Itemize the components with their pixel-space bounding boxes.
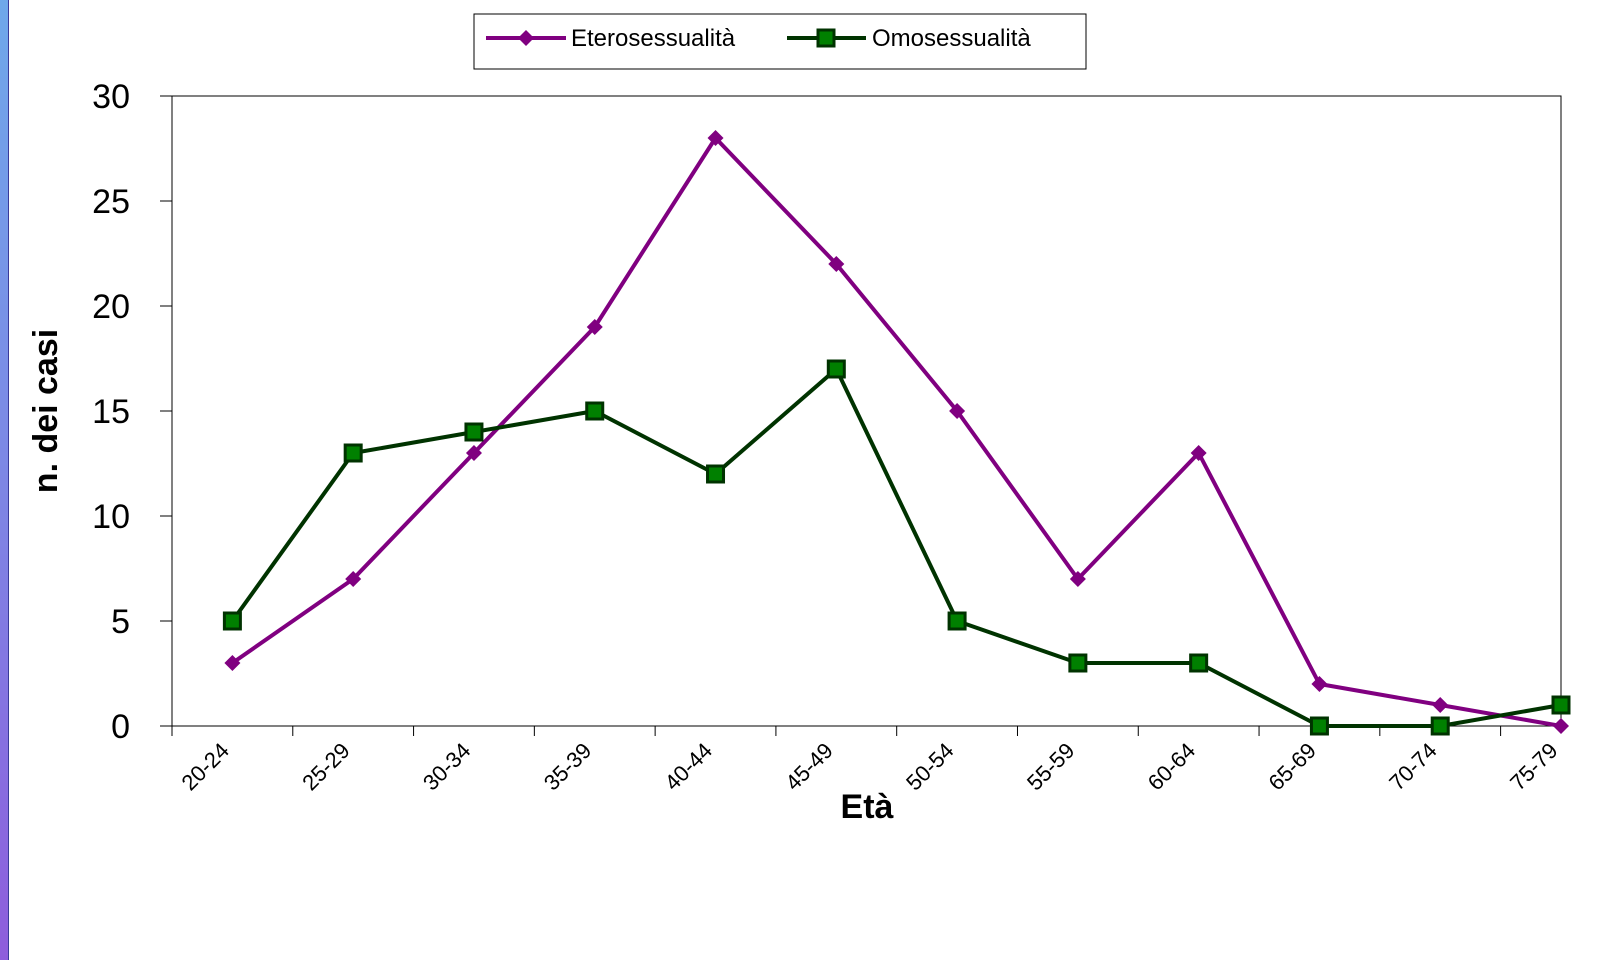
- series-layer: [222, 130, 1571, 736]
- data-point-omosessualita: [1189, 653, 1209, 673]
- data-point-eterosessualita: [224, 655, 241, 671]
- legend-label-omosessualita: Omosessualità: [872, 25, 1031, 52]
- y-axis-title: n. dei casi: [27, 329, 65, 493]
- legend-label-eterosessualita: Eterosessualità: [571, 25, 736, 52]
- data-point-eterosessualita: [1069, 571, 1086, 587]
- data-point-eterosessualita: [465, 445, 482, 461]
- x-axis: 20-24 25-29 30-34 35-39 40-44 45-49 50-54 55-59…: [171, 726, 1563, 795]
- x-tick-label: 25-29: [297, 738, 354, 795]
- x-tick-label: 70-74: [1384, 738, 1441, 795]
- y-tick-label: 0: [111, 708, 130, 746]
- series-line-eterosessualita: [231, 136, 1562, 728]
- x-tick-label: 30-34: [418, 738, 475, 795]
- x-tick-label: 65-69: [1263, 738, 1320, 795]
- data-point-omosessualita: [1430, 716, 1450, 736]
- x-axis-title: Età: [841, 788, 894, 826]
- legend: Eterosessualità Omosessualità: [473, 13, 1087, 70]
- plot-area: [171, 95, 1562, 727]
- x-tick-label: 60-64: [1143, 738, 1200, 795]
- x-tick-label: 40-44: [660, 738, 717, 795]
- data-point-eterosessualita: [1553, 718, 1569, 734]
- data-point-eterosessualita: [586, 319, 603, 335]
- legend-item-eterosessualita: Eterosessualità: [486, 25, 736, 52]
- data-point-omosessualita: [1309, 716, 1329, 736]
- data-point-eterosessualita: [1190, 445, 1207, 461]
- series-eterosessualita: [224, 130, 1569, 734]
- series-omosessualita: [222, 359, 1571, 736]
- data-point-eterosessualita: [1432, 697, 1449, 713]
- data-point-omosessualita: [585, 401, 605, 421]
- data-point-omosessualita: [1551, 695, 1571, 715]
- y-tick-label: 10: [92, 498, 130, 536]
- data-point-omosessualita: [947, 611, 967, 631]
- data-point-eterosessualita: [345, 571, 362, 587]
- y-tick-label: 25: [92, 183, 130, 221]
- x-tick-label: 45-49: [780, 738, 837, 795]
- data-point-omosessualita: [222, 611, 242, 631]
- y-tick-label: 15: [92, 393, 130, 431]
- legend-marker-diamond: [518, 30, 534, 46]
- data-point-eterosessualita: [1311, 676, 1328, 692]
- data-point-eterosessualita: [949, 403, 966, 419]
- data-point-omosessualita: [464, 422, 484, 442]
- x-tick-label: 75-79: [1505, 738, 1562, 795]
- series-line-omosessualita: [230, 367, 1562, 728]
- data-point-eterosessualita: [707, 130, 724, 146]
- y-tick-label: 5: [111, 603, 130, 641]
- y-tick-label: 20: [92, 288, 130, 326]
- data-point-omosessualita: [706, 464, 726, 484]
- x-tick-label: 50-54: [901, 738, 958, 795]
- x-tick-label: 55-59: [1022, 738, 1079, 795]
- y-tick-label: 30: [92, 78, 130, 116]
- x-tick-label: 20-24: [176, 738, 233, 795]
- data-point-omosessualita: [1068, 653, 1088, 673]
- legend-box: [473, 13, 1087, 70]
- legend-item-omosessualita: Omosessualità: [787, 25, 1031, 52]
- legend-marker-square: [816, 28, 836, 48]
- slide-left-decoration: [0, 0, 9, 960]
- x-tick-label: 35-39: [539, 738, 596, 795]
- data-point-eterosessualita: [828, 256, 845, 272]
- y-axis: 0 5 10 15 20 25 30: [92, 78, 172, 746]
- data-point-omosessualita: [343, 443, 363, 463]
- data-point-omosessualita: [826, 359, 846, 379]
